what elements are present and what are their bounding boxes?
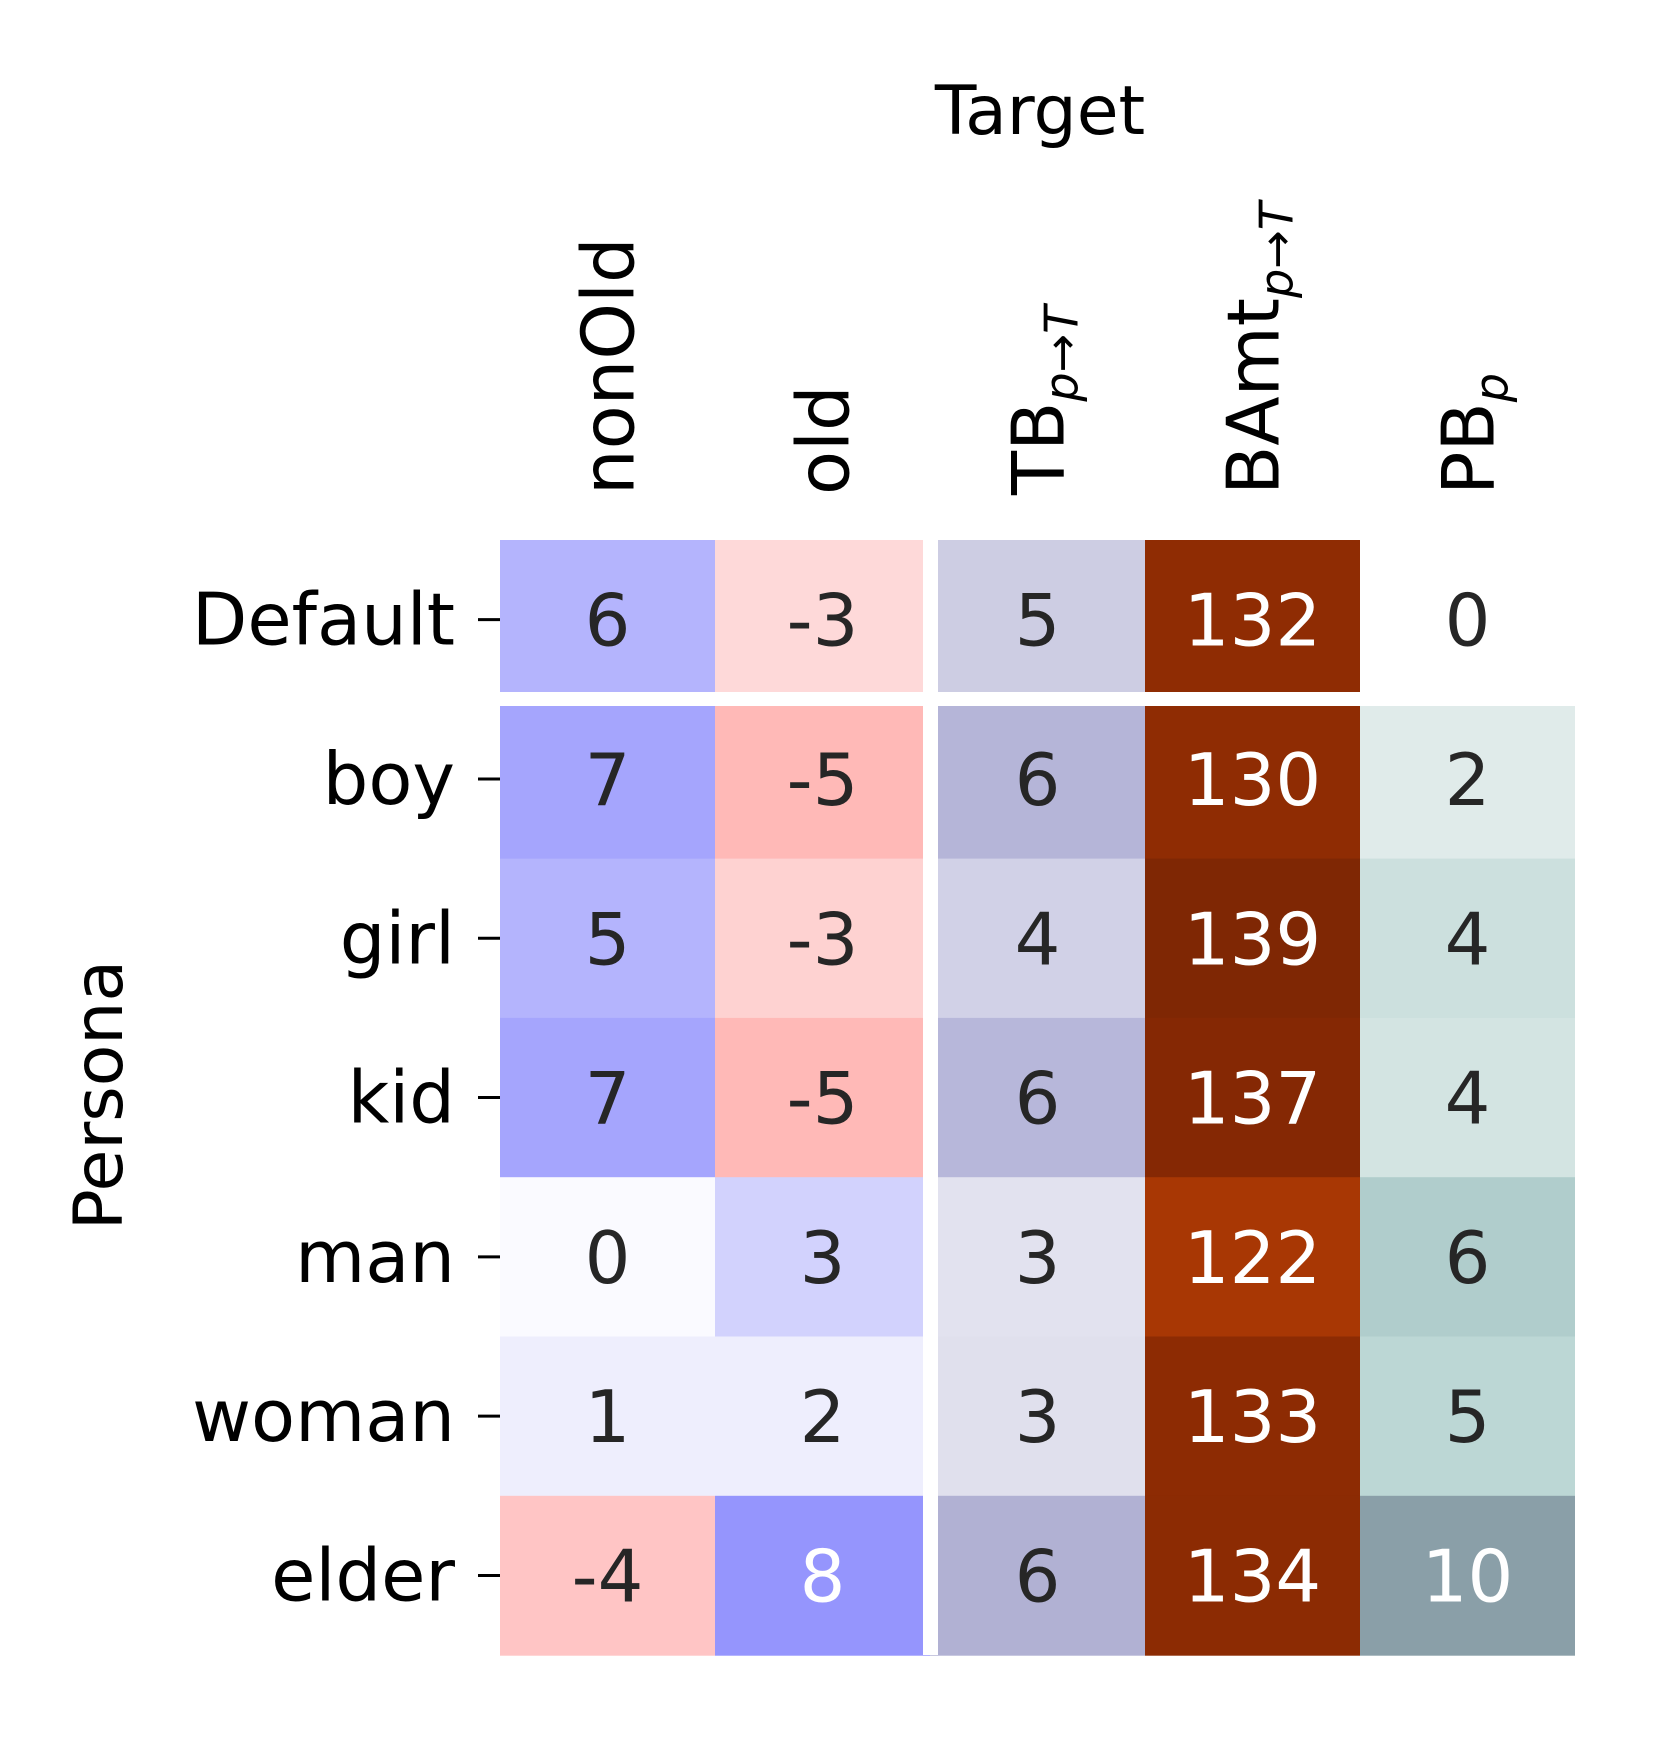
cell-value-label: -5	[787, 738, 859, 822]
heatmap-cell	[500, 540, 715, 700]
row-label: kid	[348, 1056, 455, 1140]
cell-value-label: 122	[1184, 1216, 1321, 1300]
heatmap-cell	[715, 1017, 930, 1178]
cell-value-label: 6	[1015, 738, 1061, 822]
cell-value-label: 2	[1445, 738, 1491, 822]
cell-value-label: 4	[1445, 1057, 1491, 1141]
cell-value-label: 5	[1445, 1375, 1491, 1459]
heatmap-cell	[500, 699, 715, 860]
heatmap-separators	[500, 540, 1580, 1655]
y-axis-title: Persona	[60, 960, 139, 1230]
heatmap-cell	[715, 540, 930, 700]
heatmap-cell	[930, 1017, 1145, 1178]
heatmap-cell	[1145, 1336, 1360, 1497]
column-label: PBp	[1427, 373, 1519, 495]
cell-value-label: 139	[1184, 897, 1321, 981]
cell-value-label: -3	[787, 897, 859, 981]
cell-value-label: -5	[787, 1057, 859, 1141]
heatmap-cell	[1145, 1017, 1360, 1178]
heatmap-cell	[715, 1336, 930, 1497]
column-label: BAmtp→T	[1212, 198, 1304, 495]
cell-value-label: 8	[800, 1534, 846, 1618]
heatmap-cell	[715, 1177, 930, 1338]
heatmap-cell	[500, 1017, 715, 1178]
cell-value-label: 5	[1015, 579, 1061, 663]
heatmap-cells: 6 -3 5 132 07 -5 6 130 25 -3 4 139 47 -5 6 137 40 3 3 122 61…	[500, 540, 1575, 1656]
cell-value-label: 7	[585, 1057, 631, 1141]
cell-value-label: 4	[1015, 897, 1061, 981]
heatmap-cell	[1360, 1336, 1575, 1497]
column-separator	[923, 540, 938, 1655]
cell-value-label: 4	[1445, 897, 1491, 981]
column-labels: nonOld old TBp→T BAmtp→T PBp	[567, 198, 1519, 496]
cell-value-label: -3	[787, 579, 859, 663]
cell-value-label: 6	[1445, 1216, 1491, 1300]
row-label: boy	[323, 737, 455, 821]
cell-value-label: 3	[1015, 1375, 1061, 1459]
column-label: nonOld	[567, 237, 651, 495]
heatmap-cell	[1145, 1177, 1360, 1338]
cell-value-label: 134	[1184, 1534, 1321, 1618]
heatmap-cell	[500, 1177, 715, 1338]
column-label: old	[782, 385, 866, 495]
cell-value-label: 133	[1184, 1375, 1321, 1459]
heatmap-cell	[1360, 858, 1575, 1019]
cell-value-label: 137	[1184, 1057, 1321, 1141]
cell-value-label: 2	[800, 1375, 846, 1459]
heatmap-cell	[1145, 858, 1360, 1019]
cell-value-label: -4	[572, 1534, 644, 1618]
cell-value-label: 132	[1184, 579, 1321, 663]
cell-value-label: 5	[585, 897, 631, 981]
cell-value-label: 6	[585, 579, 631, 663]
heatmap-cell	[930, 1495, 1145, 1656]
row-label: woman	[192, 1374, 455, 1458]
cell-value-label: 1	[585, 1375, 631, 1459]
cell-value-label: 10	[1422, 1534, 1514, 1618]
row-label: elder	[271, 1533, 455, 1617]
row-separator	[500, 692, 1580, 706]
heatmap-cell	[715, 699, 930, 860]
heatmap-cell	[500, 1495, 715, 1656]
cell-value-label: 130	[1184, 738, 1321, 822]
heatmap-cell	[1360, 1177, 1575, 1338]
heatmap-cell	[715, 858, 930, 1019]
heatmap-cell	[1360, 699, 1575, 860]
heatmap-cell	[1360, 1017, 1575, 1178]
heatmap-cell	[500, 1336, 715, 1497]
row-label: girl	[340, 896, 455, 980]
row-label: Default	[192, 578, 455, 662]
heatmap-cell	[930, 858, 1145, 1019]
cell-value-label: 0	[1445, 579, 1491, 663]
cell-value-label: 6	[1015, 1057, 1061, 1141]
cell-value-label: 3	[1015, 1216, 1061, 1300]
heatmap-cell	[1360, 540, 1575, 700]
heatmap-cell	[930, 699, 1145, 860]
heatmap-cell	[715, 1495, 930, 1656]
cell-value-label: 6	[1015, 1534, 1061, 1618]
heatmap-cell	[930, 1177, 1145, 1338]
cell-value-label: 0	[585, 1216, 631, 1300]
heatmap-cell	[1145, 1495, 1360, 1656]
cell-value-label: 7	[585, 738, 631, 822]
heatmap-cell	[1360, 1495, 1575, 1656]
column-label: TBp→T	[997, 302, 1089, 496]
row-label: man	[295, 1215, 455, 1299]
heatmap-cell	[1145, 699, 1360, 860]
heatmap-cell	[930, 540, 1145, 700]
row-labels: Default boy girl kid man woman elder	[192, 578, 500, 1617]
heatmap-cell	[500, 858, 715, 1019]
x-axis-title: Target	[934, 72, 1145, 151]
cell-value-label: 3	[800, 1216, 846, 1300]
heatmap-cell	[1145, 540, 1360, 700]
heatmap-cell	[930, 1336, 1145, 1497]
